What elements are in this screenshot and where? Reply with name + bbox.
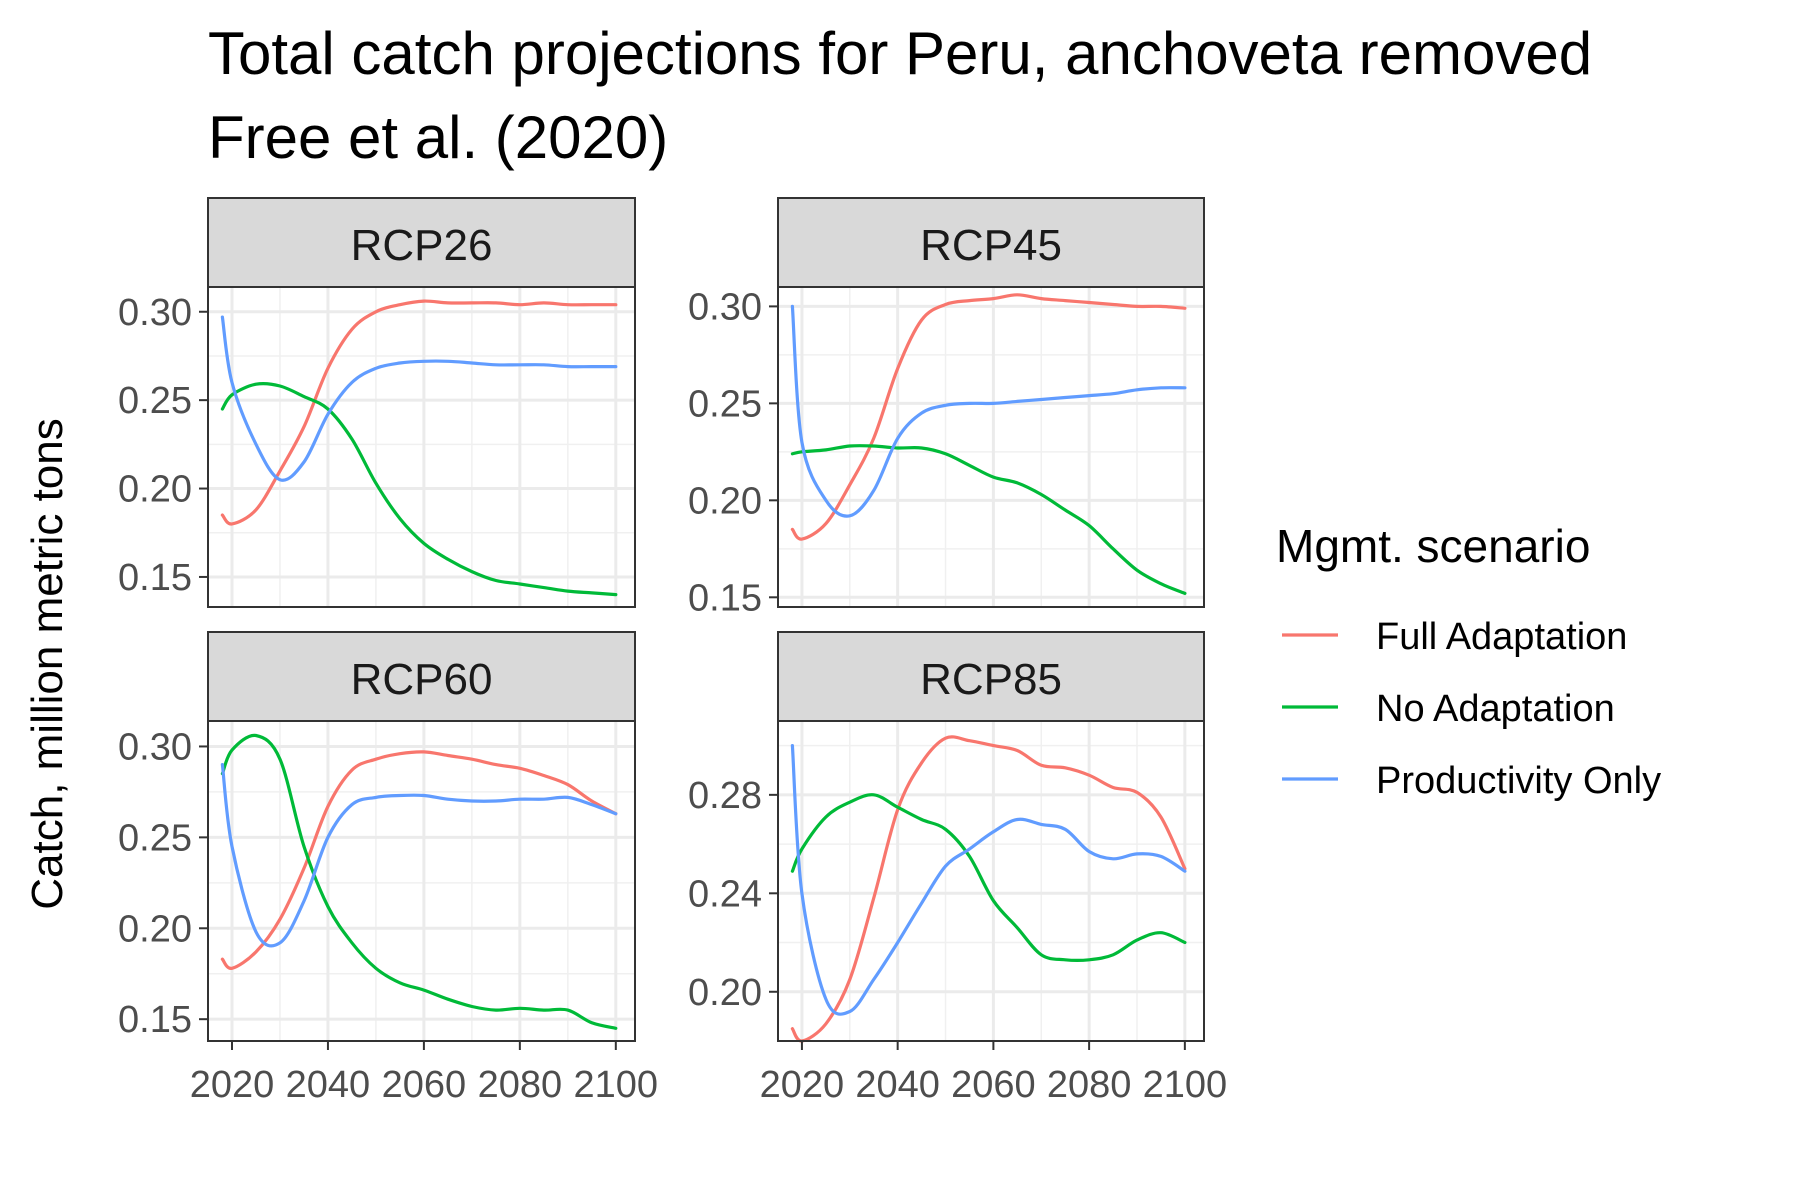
panel-background: [208, 721, 635, 1041]
series-line-no-adaptation: [220, 381, 618, 597]
series-line-no-adaptation: [790, 793, 1187, 962]
y-tick-label: 0.24: [688, 873, 762, 915]
facet-strip: [207, 197, 636, 288]
x-tick-label: 2100: [1143, 1064, 1228, 1106]
facet-strip: [207, 631, 636, 722]
series-line-productivity-only: [790, 744, 1187, 1016]
x-tick-label: 2040: [286, 1064, 371, 1106]
y-tick-label: 0.25: [118, 380, 192, 422]
series-line-no-adaptation: [790, 444, 1187, 595]
series-line-full-adaptation: [790, 293, 1187, 541]
legend-entry-full-adaptation: Full Adaptation: [1282, 616, 1627, 658]
y-tick-label: 0.30: [688, 286, 762, 328]
x-tick-label: 2020: [760, 1064, 845, 1106]
legend-title: Mgmt. scenario: [1276, 520, 1590, 572]
y-tick-label: 0.20: [118, 908, 192, 950]
legend-entry-productivity-only: Productivity Only: [1282, 760, 1661, 802]
y-tick-label: 0.30: [118, 292, 192, 334]
x-tick-label: 2060: [382, 1064, 467, 1106]
facet-rcp45: RCP45 0.15 0.20 0.25 0.30: [688, 197, 1205, 619]
y-tick-label: 0.25: [118, 817, 192, 859]
facet-strip-label: RCP60: [351, 655, 493, 704]
panel-border: [207, 720, 636, 1042]
panel-background: [208, 287, 635, 607]
panel-border: [777, 286, 1205, 608]
x-tick-label: 2040: [855, 1064, 940, 1106]
y-tick-label: 0.25: [688, 383, 762, 425]
y-tick-label: 0.28: [688, 775, 762, 817]
chart-title: Total catch projections for Peru, anchov…: [208, 20, 1592, 171]
x-tick-label: 2080: [1047, 1064, 1132, 1106]
panel-background: [778, 721, 1204, 1041]
series-line-productivity-only: [220, 763, 618, 948]
legend: Mgmt. scenario Full Adaptation No Adaptat…: [1276, 520, 1661, 802]
facet-panels: RCP26 0.15 0.20 0.25 0.30 RCP45 0.15 0.20 0.25 0.…: [118, 197, 1228, 1106]
y-tick-label: 0.20: [118, 469, 192, 511]
x-tick-label: 2080: [478, 1064, 563, 1106]
facet-strip: [777, 631, 1205, 722]
facet-strip-label: RCP26: [351, 221, 493, 270]
y-tick-label: 0.15: [688, 577, 762, 619]
y-tick-label: 0.15: [118, 557, 192, 599]
x-tick-label: 2100: [574, 1064, 659, 1106]
facet-strip-label: RCP85: [920, 655, 1062, 704]
x-tick-label: 2060: [951, 1064, 1036, 1106]
y-axis-title: Catch, million metric tons: [23, 418, 72, 909]
series-line-productivity-only: [790, 304, 1187, 518]
x-tick-label: 2020: [190, 1064, 275, 1106]
series-line-productivity-only: [220, 315, 618, 482]
legend-entry-no-adaptation: No Adaptation: [1282, 688, 1615, 730]
series-line-full-adaptation: [220, 299, 618, 526]
series-line-no-adaptation: [220, 733, 618, 1030]
title-line-1: Total catch projections for Peru, anchov…: [208, 20, 1592, 87]
facet-rcp26: RCP26 0.15 0.20 0.25 0.30: [118, 197, 636, 608]
series-line-full-adaptation: [220, 750, 618, 970]
legend-label: Full Adaptation: [1376, 616, 1627, 658]
y-tick-label: 0.20: [688, 480, 762, 522]
panel-border: [777, 720, 1205, 1042]
facet-rcp85: RCP85 0.20 0.24 0.28 2020 2040 2060 2080 2100: [688, 631, 1228, 1106]
series-line-full-adaptation: [790, 735, 1187, 1043]
panel-border: [207, 286, 636, 608]
legend-label: Productivity Only: [1376, 760, 1661, 802]
facet-rcp60: RCP60 0.15 0.20 0.25 0.30 2020 2040 2060 2080 210…: [118, 631, 659, 1106]
title-line-2: Free et al. (2020): [208, 104, 668, 171]
legend-label: No Adaptation: [1376, 688, 1615, 730]
y-tick-label: 0.30: [118, 726, 192, 768]
y-tick-label: 0.20: [688, 972, 762, 1014]
facet-strip: [777, 197, 1205, 288]
facet-strip-label: RCP45: [920, 221, 1062, 270]
y-tick-label: 0.15: [118, 999, 192, 1041]
